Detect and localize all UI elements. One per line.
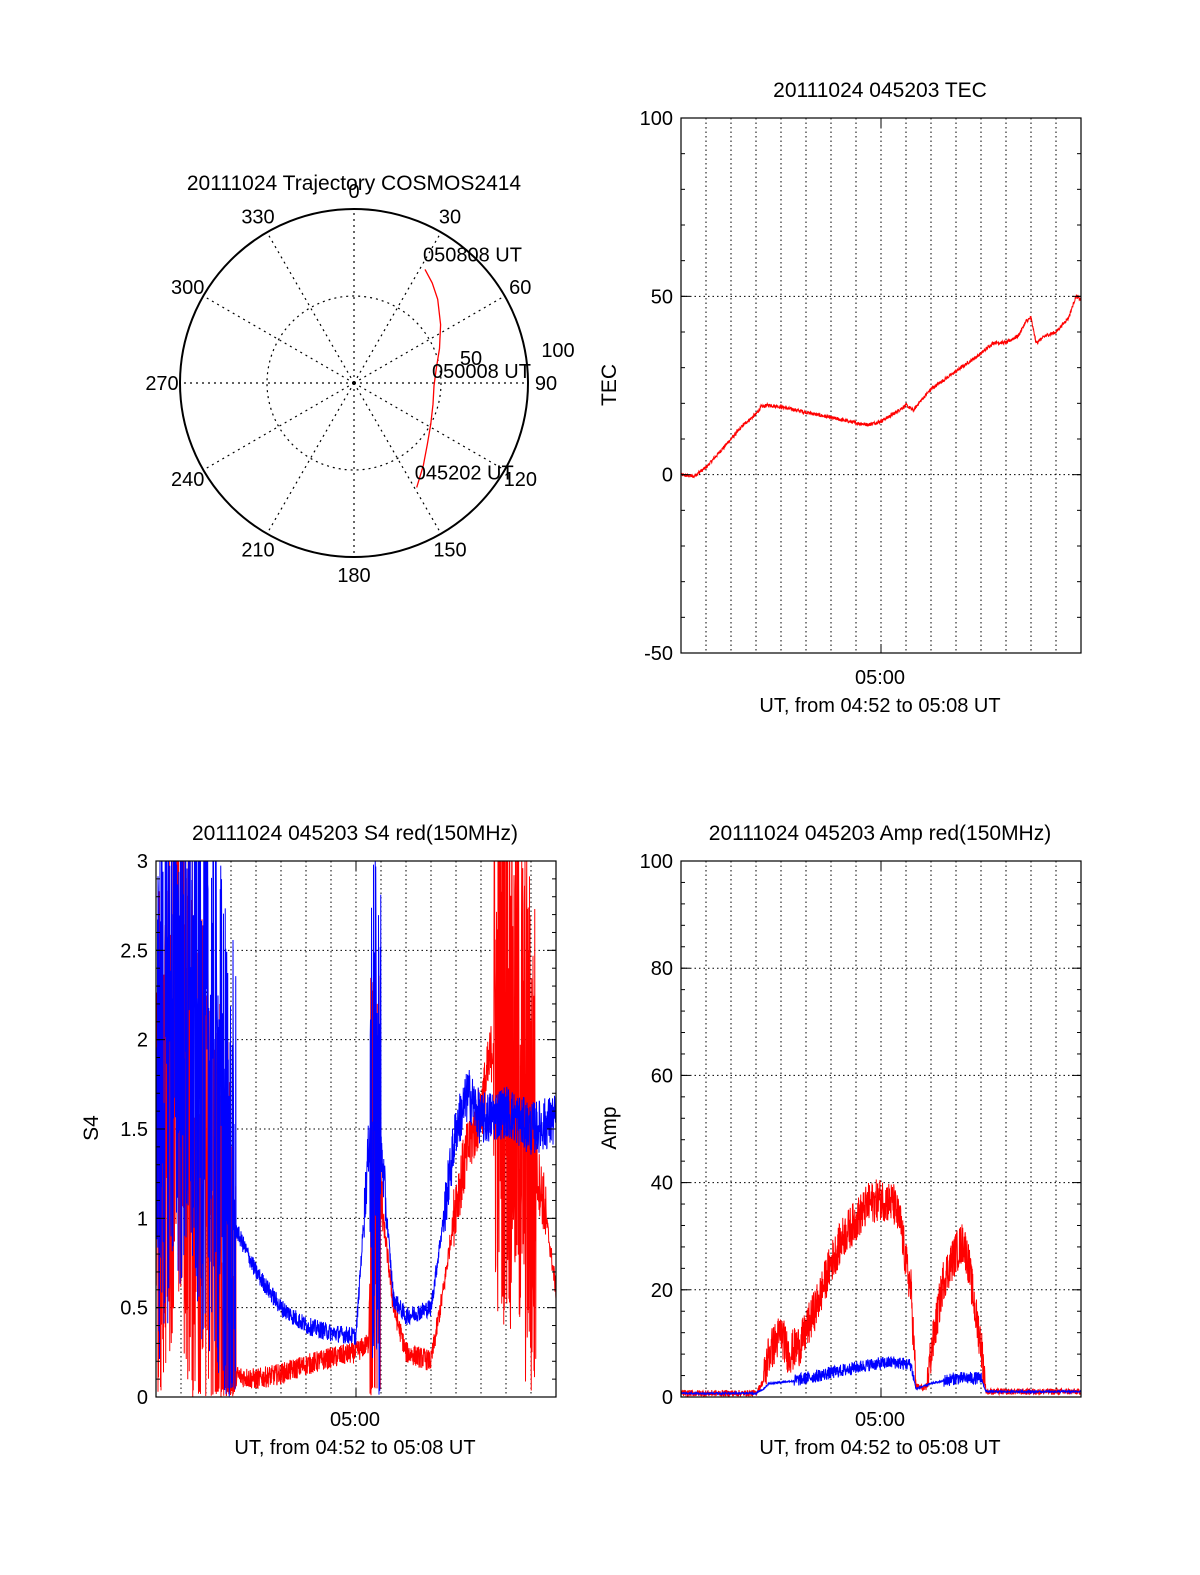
amp-ytick-label: 40 — [651, 1173, 673, 1195]
polar-azimuth-label: 150 — [433, 539, 466, 561]
polar-time-annotation: 045202 UT — [415, 462, 514, 484]
polar-spoke-150 — [353, 382, 442, 534]
polar-outer-circle — [179, 208, 529, 558]
amp-ylabel: Amp — [598, 1106, 621, 1149]
polar-spoke-60 — [353, 295, 505, 384]
polar-time-annotation: 050808 UT — [423, 244, 522, 266]
amp-series-group — [681, 1179, 1081, 1397]
polar-grid — [179, 208, 529, 558]
polar-annotations: 050808 UT 050008 UT 045202 UT — [415, 244, 531, 484]
s4-ytick-label: 3 — [137, 851, 148, 873]
amp-ytick-label: 100 — [640, 851, 673, 873]
tec-plot-area: -50 0 50 100 — [640, 108, 1082, 665]
s4-ytick-label: 2 — [137, 1030, 148, 1052]
polar-radial-labels: 50 100 — [460, 340, 575, 370]
s4-plot-area: 0 0.5 1 1.5 2 2.5 3 — [120, 851, 557, 1409]
amp-ytick-label: 20 — [651, 1280, 673, 1302]
s4-series-blue — [156, 861, 556, 1397]
s4-ytick-label: 0.5 — [120, 1298, 148, 1320]
s4-series-group — [156, 861, 556, 1397]
s4-ytick-label: 1 — [137, 1208, 148, 1230]
tec-ytick-label: 50 — [651, 286, 673, 308]
polar-spoke-330 — [266, 232, 355, 384]
polar-spoke-30 — [353, 232, 442, 384]
polar-azimuth-labels: 0 30 60 90 120 150 180 210 240 270 300 330 — [145, 181, 557, 587]
s4-ytick-label: 2.5 — [120, 940, 148, 962]
tec-xlabel: UT, from 04:52 to 05:08 UT — [759, 695, 1000, 717]
polar-azimuth-label: 300 — [171, 277, 204, 299]
polar-azimuth-label: 210 — [241, 539, 274, 561]
polar-azimuth-label: 60 — [509, 277, 531, 299]
tec-series-group — [681, 294, 1081, 479]
s4-ytick-label: 1.5 — [120, 1119, 148, 1141]
amp-xtick-label: 05:00 — [855, 1409, 905, 1431]
polar-spoke-210 — [266, 382, 355, 534]
tec-xtick-label: 05:00 — [855, 667, 905, 689]
polar-time-annotation: 050008 UT — [432, 361, 531, 383]
polar-azimuth-label: 90 — [535, 373, 557, 395]
s4-ytick-label: 0 — [137, 1387, 148, 1409]
polar-radial-label: 100 — [541, 340, 574, 362]
amp-plot-area: 0 20 40 60 80 100 — [640, 851, 1082, 1409]
s4-panel: 20111024 045203 S4 red(150MHz) S4 UT, fr… — [80, 822, 557, 1459]
polar-azimuth-label: 240 — [171, 469, 204, 491]
polar-azimuth-label: 30 — [439, 207, 461, 229]
tec-title: 20111024 045203 TEC — [773, 79, 987, 102]
polar-spoke-240 — [203, 382, 355, 471]
polar-radial-label: 50 — [460, 348, 482, 370]
amp-series-blue — [681, 1356, 1081, 1397]
polar-ring-50 — [266, 295, 442, 471]
polar-spoke-120 — [353, 382, 505, 471]
amp-panel: 20111024 045203 Amp red(150MHz) Amp UT, … — [598, 822, 1082, 1459]
tec-panel: 20111024 045203 TEC TEC UT, from 04:52 t… — [598, 79, 1082, 717]
amp-ytick-label: 80 — [651, 958, 673, 980]
tec-ytick-label: -50 — [644, 643, 673, 665]
polar-azimuth-label: 270 — [145, 373, 178, 395]
polar-spoke-300 — [203, 295, 355, 384]
polar-azimuth-label: 330 — [241, 207, 274, 229]
s4-title: 20111024 045203 S4 red(150MHz) — [192, 822, 518, 845]
amp-ytick-label: 60 — [651, 1065, 673, 1087]
amp-title: 20111024 045203 Amp red(150MHz) — [709, 822, 1051, 845]
s4-xlabel: UT, from 04:52 to 05:08 UT — [234, 1437, 475, 1459]
s4-xtick-label: 05:00 — [330, 1409, 380, 1431]
polar-trajectory-panel: 20111024 Trajectory COSMOS2414 0 30 60 90 12… — [145, 172, 574, 587]
polar-trajectory-line — [416, 269, 442, 488]
polar-trajectory — [416, 269, 442, 488]
s4-ylabel: S4 — [80, 1115, 103, 1141]
tec-ytick-label: 100 — [640, 108, 673, 130]
tec-series-red — [681, 294, 1081, 479]
polar-title: 20111024 Trajectory COSMOS2414 — [187, 172, 522, 195]
amp-ytick-label: 0 — [662, 1387, 673, 1409]
tec-ylabel: TEC — [598, 364, 621, 406]
polar-azimuth-label: 0 — [348, 181, 359, 203]
polar-azimuth-label: 180 — [337, 565, 370, 587]
amp-xlabel: UT, from 04:52 to 05:08 UT — [759, 1437, 1000, 1459]
polar-azimuth-label: 120 — [504, 469, 537, 491]
tec-ytick-label: 0 — [662, 465, 673, 487]
